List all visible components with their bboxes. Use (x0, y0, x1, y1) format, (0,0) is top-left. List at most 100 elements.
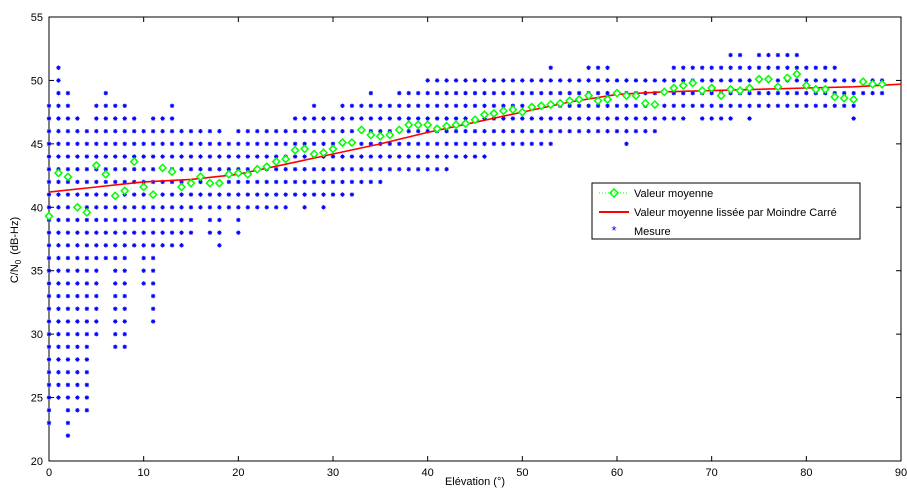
measure-point (718, 78, 724, 83)
measure-point (103, 243, 108, 248)
measure-point (378, 179, 383, 185)
measure-point (756, 52, 762, 58)
measure-point (75, 141, 80, 147)
measure-point (434, 167, 440, 172)
measure-point (236, 154, 241, 159)
measure-point (501, 128, 506, 134)
measure-point (56, 90, 61, 96)
measure-point (643, 78, 648, 83)
measure-point (179, 154, 184, 159)
measure-point (775, 52, 781, 58)
measure-point (605, 128, 610, 134)
mean-point (72, 202, 82, 212)
measure-point (56, 344, 61, 350)
measure-point (179, 192, 184, 197)
measure-point (46, 167, 52, 172)
measure-point (463, 128, 468, 134)
measure-point (510, 78, 516, 83)
measure-point (56, 116, 61, 121)
measure-point (832, 65, 837, 70)
measure-point (56, 230, 61, 235)
measure-point (84, 331, 90, 337)
measure-point (434, 90, 440, 96)
measure-point (387, 141, 392, 147)
measure-point (548, 141, 553, 147)
measure-point (397, 167, 402, 172)
measure-point (539, 90, 544, 96)
measure-point (397, 116, 402, 121)
mean-point (262, 162, 272, 172)
measure-point (453, 103, 459, 108)
measure-point (690, 65, 695, 70)
measure-point (46, 103, 52, 108)
measure-point (586, 65, 591, 70)
measure-point (169, 192, 175, 197)
measure-point (728, 52, 733, 58)
measure-point (226, 141, 232, 147)
measure-point (46, 370, 52, 375)
measure-point (775, 78, 781, 83)
measure-point (766, 103, 771, 108)
measure-point (198, 154, 203, 159)
measure-point (150, 167, 156, 172)
measure-point (321, 116, 326, 121)
measure-point (94, 116, 99, 121)
measure-point (84, 217, 90, 223)
measure-point (245, 141, 250, 147)
measure-point (482, 128, 487, 134)
measure-point (65, 370, 71, 375)
mean-point (707, 83, 717, 93)
mean-point (489, 108, 499, 118)
measure-point (198, 167, 203, 172)
measure-point (264, 128, 269, 134)
measure-point (65, 141, 71, 147)
measure-point (245, 154, 250, 159)
measure-point (804, 90, 809, 96)
measure-point (236, 128, 241, 134)
measure-point (217, 205, 222, 210)
measure-point (274, 205, 279, 210)
measure-point (482, 90, 487, 96)
measure-point (94, 230, 99, 235)
measure-point (340, 154, 345, 159)
measure-point (595, 78, 601, 83)
measure-point (311, 103, 317, 108)
measure-point (548, 65, 553, 70)
measure-point (718, 116, 724, 121)
mean-point (375, 131, 385, 141)
measure-point (217, 167, 222, 172)
measure-point (103, 230, 108, 235)
measure-point (520, 116, 525, 121)
measure-point (132, 128, 137, 134)
mean-point (602, 94, 613, 105)
measure-point (75, 167, 80, 172)
measure-point (321, 128, 326, 134)
measure-point (56, 192, 61, 197)
measure-point (614, 78, 620, 83)
measure-point (94, 243, 99, 248)
measure-point (103, 103, 108, 108)
measure-point (46, 408, 52, 413)
measure-point (311, 128, 317, 134)
x-tick-label: 20 (232, 467, 244, 479)
measure-point (198, 192, 203, 197)
mean-point (716, 91, 726, 101)
measure-point (122, 205, 127, 210)
measure-point (718, 103, 724, 108)
measure-point (747, 116, 752, 121)
measure-point (84, 179, 90, 185)
measure-point (103, 179, 108, 185)
measure-point (510, 141, 516, 147)
measure-point (65, 382, 71, 388)
measure-point (113, 128, 118, 134)
measure-point (737, 78, 743, 83)
measure-point (56, 395, 61, 400)
measure-point (520, 103, 525, 108)
mean-point (110, 191, 120, 201)
measure-point (141, 230, 146, 235)
mean-point (318, 148, 329, 158)
y-axis-label: C/N0 (dB-Hz) (9, 217, 23, 283)
mean-point (347, 138, 357, 148)
y-axis-label-main: C/N (9, 264, 21, 283)
mean-point (858, 77, 868, 87)
